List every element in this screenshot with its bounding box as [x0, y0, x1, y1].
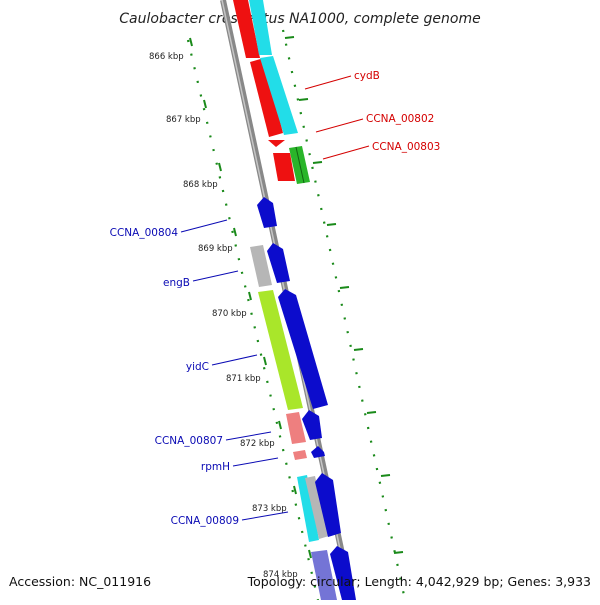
gene-label-engB[interactable]: engB	[163, 277, 190, 289]
feature-arrow[interactable]	[250, 58, 283, 137]
forward-label-leaders	[304, 75, 370, 160]
feature-arrow[interactable]	[249, 0, 272, 55]
gene-label-CCNA_00807[interactable]: CCNA_00807	[155, 435, 223, 447]
gene-label-CCNA_00804[interactable]: CCNA_00804	[110, 227, 179, 239]
tick-label: 871 kbp	[226, 374, 261, 384]
feature-arrow[interactable]	[305, 476, 329, 539]
feature-arrow[interactable]	[233, 0, 260, 58]
gene-label-CCNA_00803[interactable]: CCNA_00803	[372, 141, 440, 153]
feature-arrow[interactable]	[260, 56, 298, 135]
major-ticks	[189, 36, 404, 559]
gene-label-CCNA_00802[interactable]: CCNA_00802	[366, 113, 434, 125]
gene-label-CCNA_00809[interactable]: CCNA_00809	[171, 515, 239, 527]
tick-label: 872 kbp	[240, 439, 275, 449]
gene-label-rpmH[interactable]: rpmH	[201, 461, 230, 473]
feature-arrow[interactable]	[278, 289, 328, 409]
feature-arrow[interactable]	[286, 412, 306, 444]
feature-arrow[interactable]	[297, 475, 319, 542]
feature-arrow[interactable]	[273, 153, 295, 181]
tick-label: 868 kbp	[183, 180, 218, 190]
topology-text: Topology: circular; Length: 4,042,929 bp…	[247, 574, 591, 589]
accession-text: Accession: NC_011916	[9, 574, 151, 589]
genome-title: Caulobacter crescentus NA1000, complete …	[119, 11, 480, 27]
feature-arrow[interactable]	[257, 197, 277, 228]
feature-arrow[interactable]	[293, 450, 307, 460]
feature-arrow[interactable]	[315, 473, 341, 537]
gene-label-yidC[interactable]: yidC	[186, 361, 209, 373]
feature-arrow[interactable]	[268, 140, 285, 147]
feature-arrow[interactable]	[330, 546, 356, 600]
tick-label: 867 kbp	[166, 115, 201, 125]
tick-label: 870 kbp	[212, 309, 247, 319]
feature-arrow[interactable]	[302, 410, 322, 440]
tick-label: 874 kbp	[263, 570, 298, 580]
forward-strand-features	[233, 0, 310, 184]
feature-arrow[interactable]	[258, 290, 303, 410]
feature-arrow[interactable]	[311, 550, 337, 600]
reverse-strand-features	[250, 197, 356, 600]
tick-label: 873 kbp	[252, 504, 287, 514]
feature-arrow[interactable]	[311, 446, 325, 458]
feature-arrow[interactable]	[267, 243, 290, 283]
tick-label: 869 kbp	[198, 244, 233, 254]
feature-arrow[interactable]	[250, 245, 272, 287]
gene-label-cydB[interactable]: cydB	[354, 70, 380, 82]
tick-label: 866 kbp	[149, 52, 184, 62]
reverse-label-leaders	[180, 219, 289, 521]
